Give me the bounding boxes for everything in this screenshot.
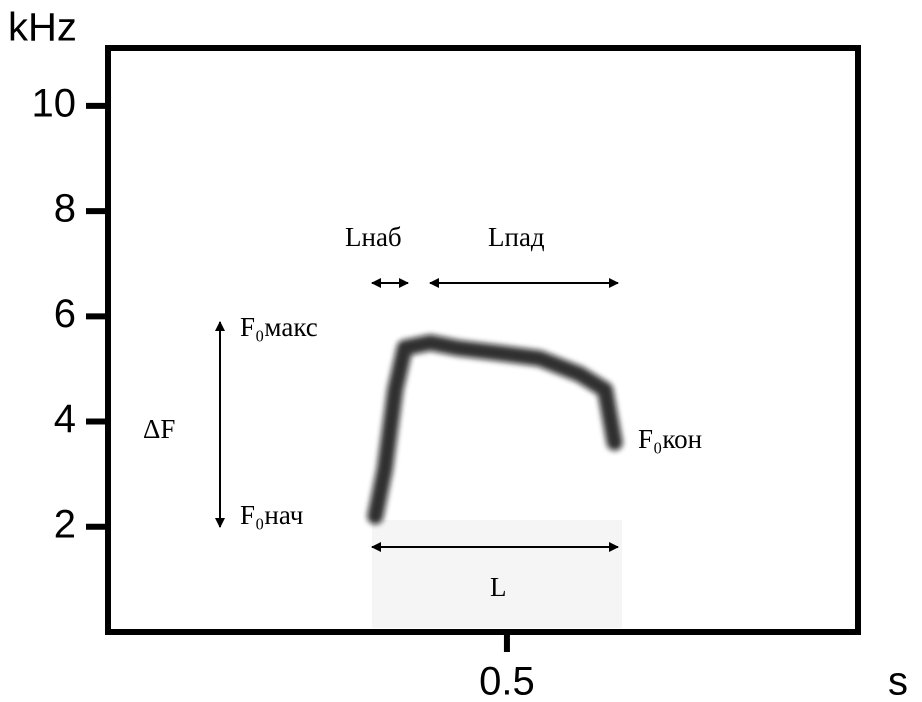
annotation: Lпад [488,222,545,252]
annotation: F₀макс [240,312,318,342]
annotation: F₀нач [240,500,303,530]
frame [105,45,861,635]
y-axis-label: kHz [8,6,77,50]
x-tick-label: 0.5 [479,660,535,702]
annotation: L [490,572,507,602]
contour [367,334,623,525]
annotation: ΔF [143,414,175,444]
y-tick-label: 4 [54,397,76,441]
annotation: F₀кон [638,424,702,454]
annotation: Lнаб [345,222,402,252]
x-axis-label: s [888,660,908,702]
y-tick-label: 10 [32,81,77,125]
y-tick-label: 8 [54,187,76,231]
y-tick-label: 6 [54,292,76,336]
plot-area [367,334,623,525]
noise [372,520,622,628]
y-tick-label: 2 [54,502,76,546]
